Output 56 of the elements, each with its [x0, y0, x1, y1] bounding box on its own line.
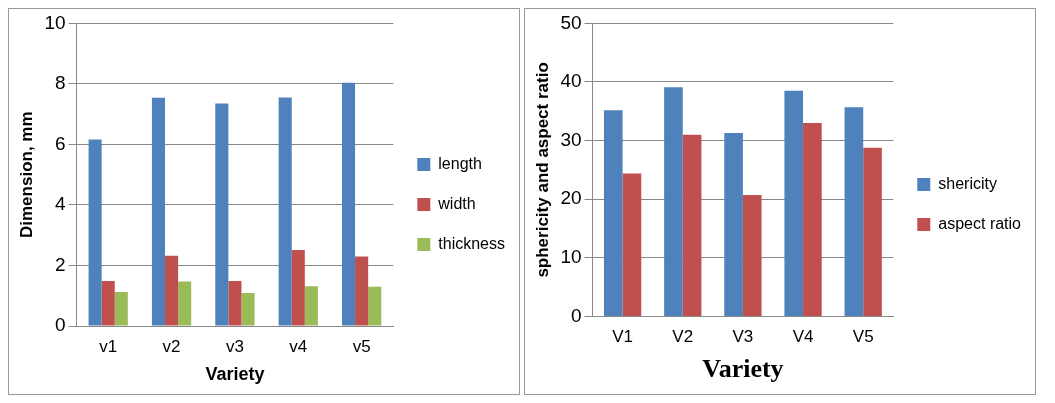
x-tick-label: v2: [162, 336, 181, 356]
legend-label: thickness: [438, 234, 506, 252]
y-axis-title: sphericity and aspect ratio: [532, 62, 552, 278]
bar: [622, 173, 642, 316]
bar: [742, 195, 762, 316]
legend-label: length: [438, 154, 482, 172]
x-axis-title: Variety: [702, 354, 784, 384]
y-tick-label: 6: [54, 132, 66, 154]
x-tick-label: v1: [99, 336, 118, 356]
y-tick-label: 10: [560, 246, 582, 268]
x-tick-label: V5: [852, 327, 874, 347]
bar: [784, 90, 804, 316]
bar: [215, 103, 229, 326]
x-tick-label: v5: [352, 336, 371, 356]
bar: [241, 293, 255, 326]
bar: [724, 132, 743, 316]
y-tick-label: 2: [54, 253, 66, 275]
bar: [88, 139, 102, 326]
bar: [304, 286, 318, 326]
bar: [844, 107, 864, 316]
bar: [682, 134, 702, 316]
x-tick-label: V2: [672, 327, 694, 347]
legend-label: width: [437, 194, 476, 212]
bar: [278, 97, 292, 326]
y-tick-label: 50: [560, 11, 582, 33]
legend-label: aspect ratio: [938, 214, 1022, 232]
bar: [165, 255, 179, 326]
bar: [603, 110, 623, 316]
x-tick-label: V3: [732, 327, 754, 347]
x-tick-label: V1: [612, 327, 634, 347]
y-tick-label: 8: [54, 72, 66, 94]
x-axis-title: Variety: [205, 364, 265, 385]
legend-label: shericity: [938, 174, 997, 192]
y-tick-label: 40: [560, 70, 582, 92]
bar: [863, 147, 882, 316]
y-tick-label: 20: [560, 187, 582, 209]
bar: [114, 292, 128, 326]
x-tick-label: v4: [289, 336, 308, 356]
y-tick-label: 4: [54, 193, 66, 215]
bar: [355, 256, 369, 326]
bar: [291, 250, 305, 326]
bar: [664, 87, 683, 316]
x-tick-label: v3: [225, 336, 244, 356]
x-tick-label: V4: [792, 327, 814, 347]
bar: [228, 280, 242, 326]
bar: [101, 280, 115, 326]
bar: [368, 286, 382, 326]
bar: [341, 82, 356, 326]
y-tick-label: 10: [44, 11, 66, 33]
y-axis-title: Dimension, mm: [16, 111, 36, 238]
bar: [178, 281, 192, 326]
y-tick-label: 0: [570, 304, 582, 326]
y-tick-label: 30: [560, 128, 582, 150]
y-tick-label: 0: [54, 314, 66, 336]
bar: [151, 97, 166, 326]
bar: [803, 123, 822, 316]
